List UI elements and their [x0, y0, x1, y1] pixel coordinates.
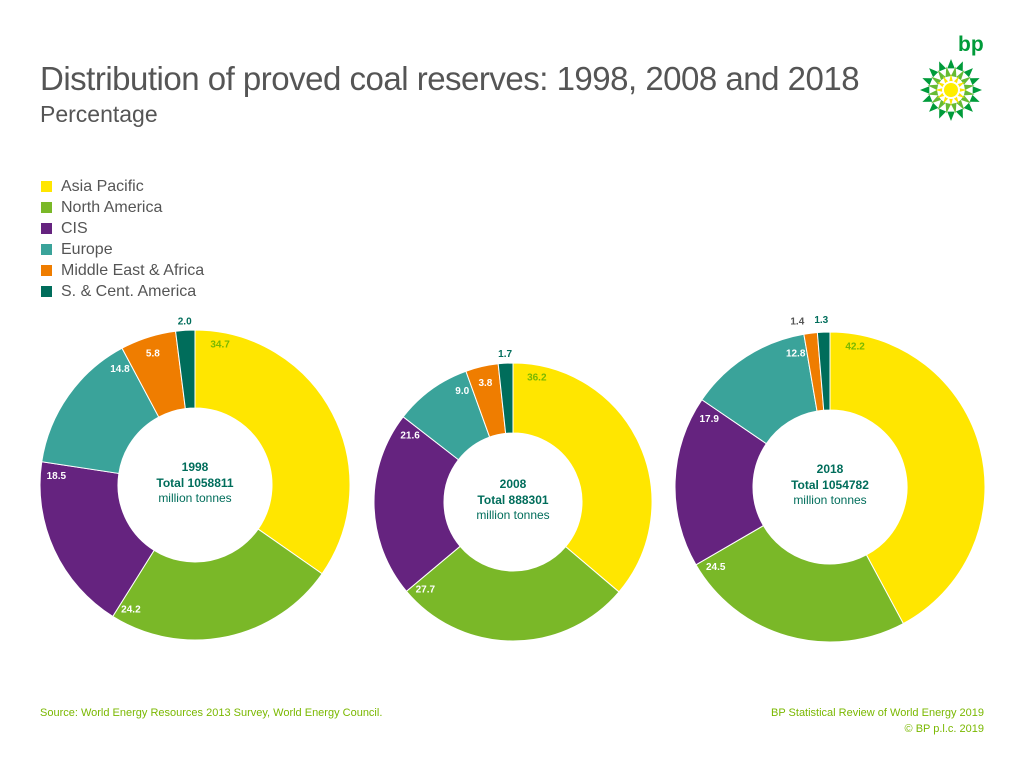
page-subtitle: Percentage [40, 101, 158, 127]
logo-petal [963, 68, 973, 78]
slice-value-label: 1.7 [498, 349, 512, 360]
logo-petal [969, 78, 980, 86]
slice-value-label: 1.3 [814, 315, 828, 326]
logo-petal [920, 86, 930, 94]
logo-petal [963, 102, 973, 112]
donut-slice [674, 399, 768, 566]
source-note: Source: World Energy Resources 2013 Surv… [40, 707, 383, 719]
slice-value-label: 21.6 [400, 431, 420, 442]
logo-petal [958, 88, 967, 92]
center-year: 2018 [817, 462, 844, 476]
logo-petal [950, 102, 957, 114]
legend-item-s-cent-america: S. & Cent. America [41, 281, 204, 302]
logo-petal [969, 94, 980, 102]
legend-item-middle-east-africa: Middle East & Africa [41, 260, 204, 281]
page-title: Distribution of proved coal reserves: 19… [40, 60, 860, 97]
center-unit: million tonnes [793, 493, 866, 507]
logo-core [944, 83, 958, 97]
slice-value-label: 27.7 [416, 584, 436, 595]
copyright-note: © BP p.l.c. 2019 [904, 723, 984, 735]
legend-label: North America [61, 198, 163, 216]
slice-value-label: 3.8 [478, 378, 492, 389]
legend-label: Middle East & Africa [61, 261, 205, 279]
donut-chart-2018: 42.2 24.5 17.9 12.8 1.4 1.3 2018 Total 1054782m… [674, 315, 986, 643]
legend-item-cis: CIS [41, 218, 204, 239]
logo-petal [945, 102, 952, 114]
legend-label: Europe [61, 240, 113, 258]
slice-value-label: 17.9 [699, 414, 719, 425]
legend-swatch [41, 244, 52, 255]
logo-petal [922, 78, 933, 86]
logo-petal [935, 88, 944, 92]
slice-value-label: 5.8 [146, 349, 160, 360]
slice-value-label: 42.2 [845, 341, 865, 352]
center-year: 2008 [500, 477, 527, 491]
slice-value-label: 18.5 [47, 471, 67, 482]
logo-petal [955, 61, 963, 72]
slice-value-label: 12.8 [786, 348, 806, 359]
donut-slice [112, 528, 323, 641]
logo-petal [963, 84, 975, 91]
legend-label: Asia Pacific [61, 177, 144, 195]
logo-petal [929, 102, 939, 112]
slice-value-label: 9.0 [455, 386, 469, 397]
logo-petal [947, 59, 955, 69]
donut-slice [405, 545, 620, 642]
donut-chart-2008: 36.2 27.7 21.6 9.0 3.8 1.7 2008 Total 888301mil… [373, 349, 653, 642]
slice-value-label: 36.2 [527, 372, 547, 383]
logo-petal [945, 66, 952, 78]
slice-value-label: 14.8 [110, 364, 130, 375]
logo-petal [939, 61, 947, 72]
donut-slice [512, 362, 653, 593]
logo-petal [922, 94, 933, 102]
logo-petal [955, 108, 963, 119]
center-total: Total 1054782 [791, 478, 869, 492]
legend-item-north-america: North America [41, 197, 204, 218]
center-total: Total 888301 [477, 493, 548, 507]
donut-slice [39, 461, 155, 618]
center-total: Total 1058811 [156, 476, 233, 490]
legend-item-asia-pacific: Asia Pacific [41, 176, 204, 197]
legend-label: S. & Cent. America [61, 282, 197, 300]
donut-slice [194, 329, 351, 575]
logo-petal [972, 86, 982, 94]
legend-swatch [41, 202, 52, 213]
logo-petal [947, 111, 955, 121]
publication-name: BP Statistical Review of World Energy 20… [771, 707, 984, 719]
legend-swatch [41, 181, 52, 192]
donut-slice [829, 331, 986, 625]
donut-slice [175, 329, 196, 410]
slice-value-label: 24.2 [121, 604, 141, 615]
logo-petal [929, 68, 939, 78]
center-year: 1998 [182, 460, 209, 474]
legend-item-europe: Europe [41, 239, 204, 260]
logo-petal [927, 84, 939, 91]
bp-helios-logo-icon [920, 59, 982, 121]
slice-value-label: 24.5 [706, 562, 726, 573]
donut-slice [497, 362, 514, 434]
center-unit: million tonnes [158, 491, 231, 505]
donut-chart-1998: 34.7 24.2 18.5 14.8 5.8 2.0 1998 Total 1058811m… [39, 316, 351, 641]
legend-swatch [41, 265, 52, 276]
bp-logo-text: bp [958, 33, 984, 56]
donut-slice [816, 331, 831, 411]
legend-swatch [41, 286, 52, 297]
logo-petal [963, 89, 975, 96]
logo-petal [949, 97, 953, 106]
legend-swatch [41, 223, 52, 234]
logo-petal [949, 74, 953, 83]
logo-petal [927, 89, 939, 96]
donut-slice [373, 416, 461, 592]
center-unit: million tonnes [476, 508, 549, 522]
slice-value-label: 2.0 [178, 316, 192, 327]
donut-slice [695, 524, 904, 643]
footer-credits: BP Statistical Review of World Energy 20… [771, 705, 984, 737]
chart-legend: Asia Pacific North America CIS Europe Mi… [41, 176, 204, 302]
logo-petal [950, 66, 957, 78]
legend-label: CIS [61, 219, 88, 237]
slice-value-label: 1.4 [790, 316, 804, 327]
logo-petal [939, 108, 947, 119]
slice-value-label: 34.7 [210, 339, 230, 350]
